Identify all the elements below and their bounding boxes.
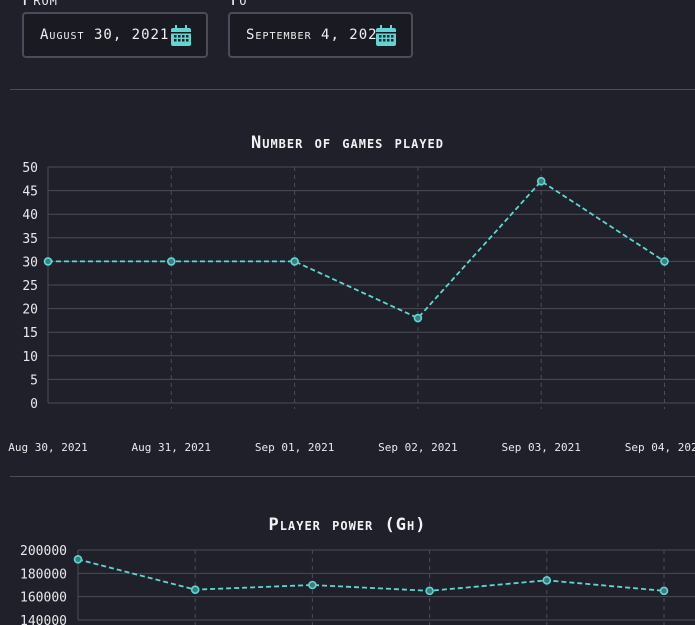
y-tick-label: 35 (22, 232, 38, 247)
y-tick-label: 30 (22, 255, 38, 270)
y-tick-label: 180000 (20, 567, 67, 582)
data-point (190, 585, 200, 594)
divider (10, 89, 695, 90)
x-tick-label: Sep 03, 2021 (501, 441, 580, 454)
to-date-picker[interactable]: September 4, 202 (228, 12, 413, 58)
y-tick-label: 200000 (20, 544, 67, 559)
data-point (73, 555, 83, 564)
divider (10, 476, 695, 477)
data-point (413, 313, 423, 323)
from-date-value: August 30, 2021 (40, 27, 170, 43)
data-point (308, 580, 317, 590)
data-point (290, 257, 299, 266)
data-point (425, 586, 434, 596)
x-tick-label: Sep 01, 2021 (255, 441, 334, 454)
data-point (542, 576, 552, 585)
data-point (43, 257, 53, 266)
x-tick-label: Sep 04, 2021 (625, 441, 695, 454)
games-played-chart: 0 5 10 15 20 25 30 35 40 45 50 Aug 30, 2021 Aug 31, … (8, 161, 695, 454)
y-tick-label: 10 (22, 350, 38, 365)
y-tick-label: 15 (22, 326, 38, 341)
x-tick-label: Aug 31, 2021 (132, 441, 211, 454)
series-line (48, 179, 665, 320)
player-power-chart: 140000 160000 180000 200000 (20, 544, 695, 625)
from-label: From (22, 0, 58, 10)
y-tick-label: 160000 (20, 591, 67, 606)
chart-title-power: Player power (Gh) (268, 515, 427, 535)
series-line (77, 558, 665, 592)
y-tick-label: 20 (22, 303, 38, 318)
to-date-value: September 4, 202 (246, 27, 378, 43)
y-tick-label: 140000 (20, 614, 67, 625)
data-point (659, 586, 669, 596)
y-tick-label: 50 (22, 161, 38, 176)
calendar-icon[interactable] (170, 25, 192, 47)
y-tick-label: 5 (30, 373, 38, 388)
chart-title-games: Number of games played (251, 133, 444, 153)
y-tick-label: 25 (22, 279, 38, 294)
x-tick-label: Sep 02, 2021 (378, 441, 457, 454)
data-point (660, 257, 669, 266)
to-label: To (228, 0, 248, 10)
y-tick-label: 45 (22, 185, 38, 200)
y-tick-label: 0 (30, 397, 38, 412)
y-tick-label: 40 (22, 208, 38, 223)
calendar-icon[interactable] (375, 25, 397, 47)
data-point (167, 257, 176, 266)
from-date-picker[interactable]: August 30, 2021 (22, 12, 208, 58)
x-tick-label: Aug 30, 2021 (8, 441, 87, 454)
data-point (536, 176, 546, 186)
